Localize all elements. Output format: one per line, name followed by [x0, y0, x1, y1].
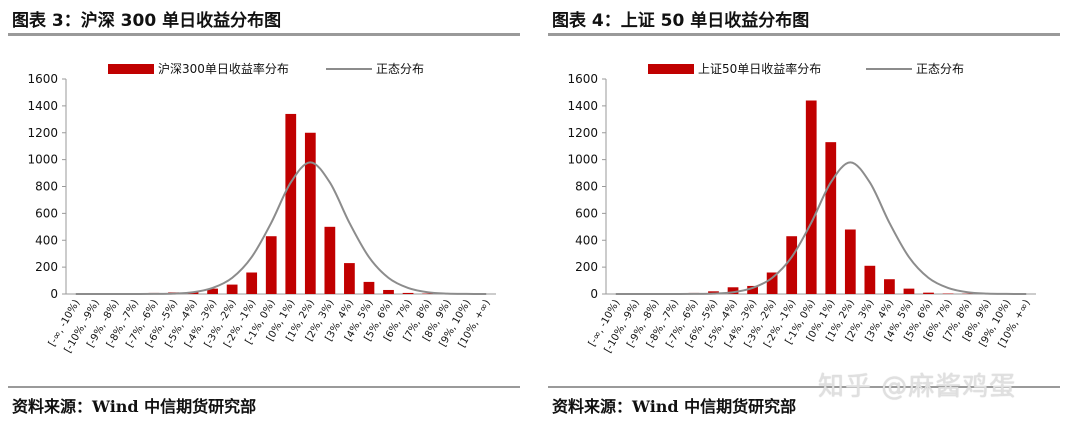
legend-line-label: 正态分布: [916, 62, 964, 76]
y-tick-label: 0: [50, 287, 58, 301]
y-tick-label: 1600: [567, 72, 598, 86]
bar: [304, 132, 316, 294]
legend-bar-swatch: [108, 64, 154, 74]
y-tick-label: 0: [590, 287, 598, 301]
normal-curve: [615, 161, 1027, 296]
bar: [766, 272, 778, 294]
watermark: 知乎 @麻酱鸡蛋: [818, 372, 1017, 402]
bottom-rule: [548, 386, 1060, 388]
bar: [207, 288, 218, 294]
bar: [903, 288, 915, 294]
legend: 上证50单日收益率分布 正态分布: [648, 61, 964, 76]
y-tick-label: 400: [575, 233, 598, 247]
bar: [825, 142, 837, 294]
chart-panel-hs300: 图表 3：沪深 300 单日收益分布图 沪深300单日收益率分布 正态分布 0 200…: [8, 0, 528, 428]
top-rule: [8, 33, 520, 36]
chart-panel-sz50: 图表 4：上证 50 单日收益分布图 上证50单日收益率分布 正态分布 0 200 40…: [548, 0, 1068, 428]
bar: [747, 285, 758, 294]
legend-bar-label: 上证50单日收益率分布: [698, 61, 821, 76]
bar: [246, 272, 258, 294]
bar: [383, 289, 394, 294]
legend: 沪深300单日收益率分布 正态分布: [108, 61, 424, 76]
hs300-distribution-chart: 沪深300单日收益率分布 正态分布 0 200 400 600 800 1000 1200 140…: [27, 61, 496, 355]
legend-bar-swatch: [648, 64, 694, 74]
bar: [884, 279, 895, 294]
y-tick-label: 1200: [27, 126, 58, 140]
bar: [344, 263, 355, 294]
y-tick-label: 800: [35, 180, 58, 194]
bar: [285, 113, 297, 294]
y-tick-label: 400: [35, 233, 58, 247]
bar: [864, 265, 876, 294]
bar: [363, 281, 375, 294]
normal-curve: [75, 161, 487, 296]
bar: [402, 292, 414, 294]
top-rule: [548, 33, 1060, 36]
legend-bar-label: 沪深300单日收益率分布: [158, 61, 289, 76]
bar: [844, 229, 856, 294]
legend-line-label: 正态分布: [376, 62, 424, 76]
bar: [727, 287, 739, 294]
y-tick-label: 800: [575, 180, 598, 194]
y-tick-label: 1400: [567, 99, 598, 113]
bar: [786, 236, 798, 294]
y-tick-label: 200: [35, 260, 58, 274]
y-tick-label: 600: [575, 206, 598, 220]
y-tick-label: 1200: [567, 126, 598, 140]
y-tick-label: 600: [35, 206, 58, 220]
bar: [324, 226, 336, 294]
y-tick-label: 1400: [27, 99, 58, 113]
y-tick-label: 200: [575, 260, 598, 274]
figure-title: 图表 3：沪深 300 单日收益分布图: [12, 11, 282, 31]
bottom-rule: [8, 386, 520, 388]
figure-title: 图表 4：上证 50 单日收益分布图: [552, 11, 810, 31]
y-tick-label: 1000: [567, 153, 598, 167]
source-note: 资料来源：Wind 中信期货研究部: [552, 397, 797, 416]
bar: [805, 100, 817, 294]
bar: [265, 236, 277, 294]
y-tick-label: 1600: [27, 72, 58, 86]
source-note: 资料来源：Wind 中信期货研究部: [12, 397, 257, 416]
sz50-distribution-chart: 上证50单日收益率分布 正态分布 0 200 400 600 800 1000 1200 1400…: [567, 61, 1036, 355]
bar: [226, 284, 238, 294]
bar: [923, 292, 934, 294]
y-tick-label: 1000: [27, 153, 58, 167]
